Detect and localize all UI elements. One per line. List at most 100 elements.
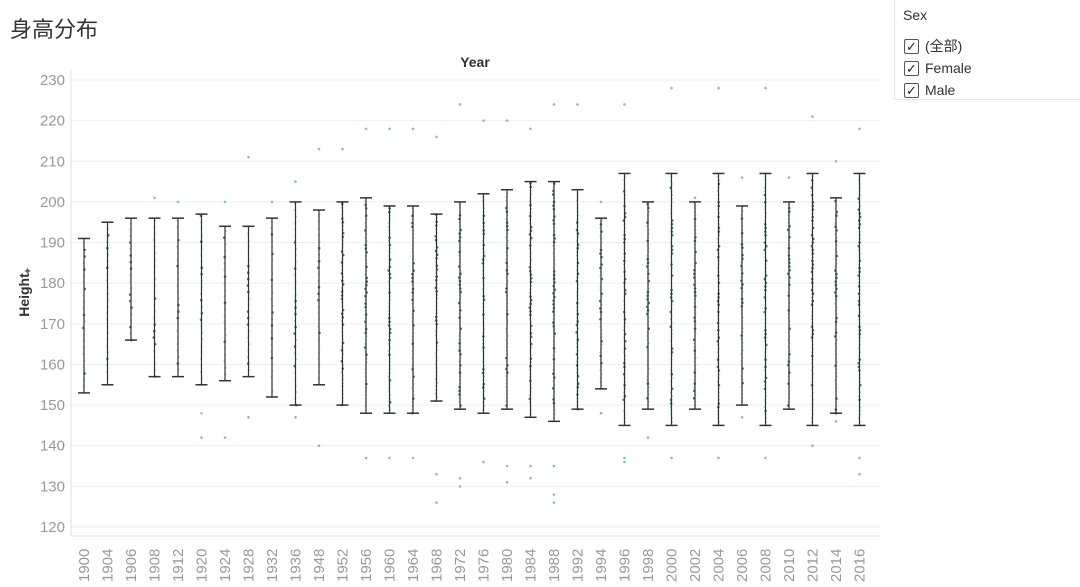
outlier-dot [764, 86, 767, 90]
height-distribution-chart: Year Height ✦ 120 130 140 150 160 170 180 190 20… [16, 54, 880, 582]
x-tick-label: 1948 [311, 549, 328, 582]
check-icon: ✓ [906, 38, 917, 54]
outlier-dot [529, 464, 532, 468]
y-axis-title: Height [16, 273, 32, 317]
outlier-dot [317, 147, 321, 151]
checkbox-female[interactable]: ✓ [904, 60, 919, 76]
filter-option-female[interactable]: ✓ Female [904, 59, 972, 77]
x-tick-label: 1932 [264, 549, 281, 582]
outlier-dot [364, 127, 368, 131]
filter-option-label: (全部) [925, 38, 963, 54]
x-tick-label: 2000 [664, 549, 681, 582]
x-tick-label: 1904 [100, 549, 117, 582]
outlier-dot [411, 127, 415, 131]
x-tick-labels: 1900 1904 1906 1908 1912 1920 1924 1928 1932 1936… [76, 549, 869, 582]
outlier-dot [247, 155, 250, 159]
outlier-dot [200, 411, 203, 415]
outlier-dot [858, 472, 861, 476]
outlier-dot [364, 456, 368, 460]
outlier-dot [646, 436, 650, 439]
outlier-dot [834, 420, 838, 423]
x-tick-label: 1996 [617, 549, 634, 582]
y-tick-label: 200 [40, 194, 65, 211]
check-icon: ✓ [906, 60, 917, 76]
x-tick-label: 2010 [781, 549, 798, 582]
height-dots [82, 86, 862, 504]
outlier-dot [623, 456, 626, 460]
y-tick-label: 160 [40, 356, 65, 373]
filter-option-all[interactable]: ✓ (全部) [904, 37, 962, 55]
x-tick-label: 1956 [358, 549, 375, 582]
x-tick-label: 1980 [499, 549, 516, 582]
checkbox-all[interactable]: ✓ [904, 38, 919, 54]
outlier-dot [176, 200, 180, 204]
outlier-dot [670, 456, 673, 460]
outlier-dot [740, 416, 744, 419]
outlier-dot [787, 176, 791, 179]
check-icon: ✓ [906, 82, 917, 98]
outlier-dot [811, 115, 814, 118]
x-tick-label: 1960 [382, 549, 399, 582]
outlier-dot [623, 460, 626, 464]
x-tick-label: 1972 [452, 549, 469, 582]
x-tick-label: 2004 [711, 549, 728, 582]
outlier-dot [811, 444, 814, 448]
y-tick-label: 190 [40, 235, 65, 252]
x-tick-label: 1992 [570, 549, 587, 582]
pin-icon: ✦ [23, 265, 32, 278]
x-tick-label: 1976 [476, 549, 493, 582]
x-tick-label: 1920 [194, 549, 211, 582]
outlier-dot [458, 103, 462, 106]
gridlines [71, 79, 880, 528]
outlier-dot [435, 472, 438, 476]
x-tick-label: 1998 [640, 549, 657, 582]
outlier-dot [435, 501, 438, 504]
y-tick-label: 180 [40, 275, 65, 292]
filter-option-male[interactable]: ✓ Male [904, 81, 955, 99]
x-tick-label: 1928 [241, 549, 258, 582]
x-tick-label: 2016 [852, 549, 869, 582]
outlier-dot [388, 456, 391, 460]
outlier-dot [505, 119, 509, 122]
outlier-dot [717, 86, 720, 90]
filter-option-label: Male [925, 82, 956, 98]
outlier-dot [552, 464, 556, 468]
outlier-dot [576, 103, 579, 106]
outlier-dot [411, 456, 415, 460]
y-tick-label: 140 [40, 438, 65, 455]
outlier-dot [223, 200, 227, 204]
outlier-dot [764, 456, 767, 460]
outlier-dot [599, 200, 603, 204]
x-tick-label: 1906 [123, 549, 140, 582]
x-tick-label: 2012 [805, 549, 822, 582]
outlier-dot [693, 196, 697, 200]
outlier-dot [247, 416, 250, 419]
outlier-dot [200, 436, 203, 439]
outlier-dot [552, 103, 556, 106]
x-tick-label: 1908 [147, 549, 164, 582]
outlier-dot [599, 411, 603, 415]
outlier-dot [223, 436, 227, 439]
x-tick-label: 2008 [758, 549, 775, 582]
filter-title: Sex [903, 7, 928, 23]
x-tick-label: 1900 [76, 549, 93, 582]
checkbox-male[interactable]: ✓ [904, 82, 919, 98]
outlier-dot [834, 160, 838, 163]
outlier-dot [529, 476, 532, 480]
outlier-dot [623, 103, 626, 106]
range-bars [78, 172, 866, 427]
y-axis-title-group: Height [16, 273, 32, 317]
y-tick-label: 210 [40, 153, 65, 170]
outlier-dot [458, 476, 462, 480]
outlier-dot [858, 127, 861, 131]
outlier-dot [505, 464, 509, 468]
outlier-dot [740, 176, 744, 179]
x-tick-label: 1984 [523, 549, 540, 582]
outlier-dot [341, 147, 344, 151]
outlier-dot [529, 127, 532, 131]
y-tick-label: 130 [40, 478, 65, 495]
x-tick-label: 2002 [687, 549, 704, 582]
outlier-dot [505, 481, 509, 484]
x-tick-label: 1994 [593, 549, 610, 582]
outlier-dot [482, 460, 485, 464]
